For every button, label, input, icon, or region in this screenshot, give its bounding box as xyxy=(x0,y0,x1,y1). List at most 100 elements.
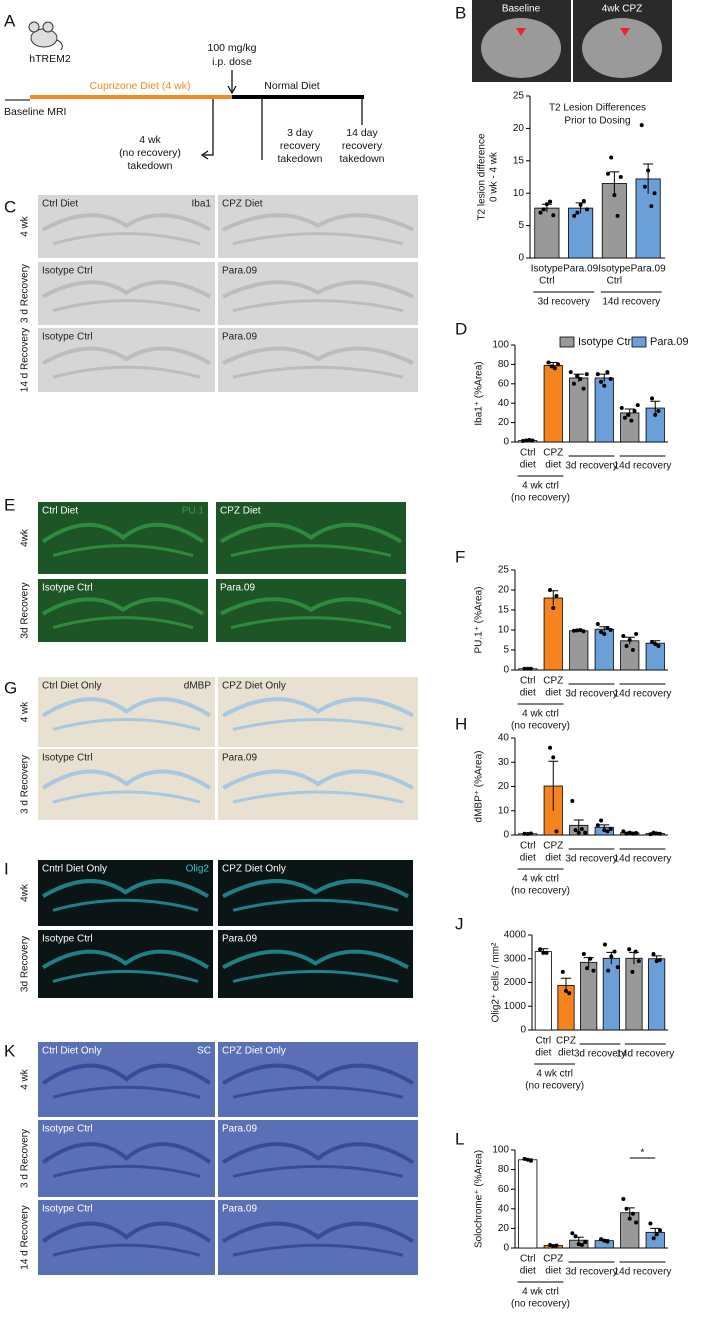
legend-label: Isotype Ctrl xyxy=(578,336,634,348)
data-point xyxy=(648,1222,652,1226)
y-tick-label: 5 xyxy=(518,220,524,231)
data-point xyxy=(629,419,633,423)
data-point xyxy=(561,970,565,974)
cell-label: Isotype Ctrl xyxy=(42,753,93,764)
data-point xyxy=(546,360,550,364)
group-label: 14d recovery xyxy=(614,1267,672,1278)
stain-label: Iba1 xyxy=(192,199,212,210)
row-label: 14 d Recovery xyxy=(20,1205,31,1269)
y-axis-label: Olig2⁺ cells / mm² xyxy=(491,942,502,1022)
data-point xyxy=(572,382,576,386)
y-tick-label: 20 xyxy=(498,781,510,792)
cell-label: Para.09 xyxy=(222,1204,257,1215)
y-tick-label: 0 xyxy=(520,1025,526,1036)
data-point xyxy=(653,413,657,417)
cell-label: Para.09 xyxy=(222,332,257,343)
y-tick-label: 15 xyxy=(498,605,510,616)
row-label: 4 wk xyxy=(20,215,31,237)
cell-label: Isotype Ctrl xyxy=(42,266,93,277)
data-point xyxy=(582,387,586,391)
data-point xyxy=(569,370,573,374)
x-tick-label: Isotype xyxy=(531,264,564,275)
takedown-label: recovery xyxy=(280,140,321,152)
takedown-label: takedown xyxy=(340,153,385,165)
baseline-label: Baseline MRI xyxy=(4,106,66,118)
legend-swatch xyxy=(560,337,574,347)
x-tick-label: Ctrl xyxy=(536,1036,552,1047)
data-point xyxy=(548,746,552,750)
y-axis-label: Iba1⁺ (%Area) xyxy=(474,361,485,425)
data-point xyxy=(626,413,630,417)
legend-swatch xyxy=(632,337,646,347)
data-point xyxy=(542,207,546,211)
x-tick-label: diet xyxy=(545,688,561,699)
brain xyxy=(582,18,662,78)
x-tick-label: Para.09 xyxy=(631,264,666,275)
data-point xyxy=(582,199,586,203)
row-label: 4wk xyxy=(20,528,31,547)
x-tick-label: Isotype xyxy=(598,264,631,275)
y-tick-label: 60 xyxy=(498,1184,510,1195)
group-label: (no recovery) xyxy=(511,721,570,732)
group-label: 3d recovery xyxy=(538,297,590,308)
x-tick-label: CPZ xyxy=(543,448,563,459)
y-tick-label: 10 xyxy=(498,625,510,636)
data-point xyxy=(580,1243,584,1247)
data-point xyxy=(580,827,584,831)
x-tick-label: Ctrl xyxy=(539,276,555,287)
row-label: 3 d Recovery xyxy=(20,264,31,323)
group-label: 3d recovery xyxy=(565,461,617,472)
x-tick-label: diet xyxy=(545,460,561,471)
data-point xyxy=(531,439,535,443)
x-tick-label: CPZ xyxy=(543,676,563,687)
y-tick-label: 2000 xyxy=(504,977,527,988)
data-point xyxy=(634,1221,638,1225)
group-label: (no recovery) xyxy=(525,1081,584,1092)
cell-label: Para.09 xyxy=(220,583,255,594)
takedown-label: recovery xyxy=(342,140,383,152)
data-point xyxy=(651,952,655,956)
x-tick-label: Ctrl xyxy=(520,1254,536,1265)
data-point xyxy=(551,755,555,759)
group-label: 14d recovery xyxy=(616,1049,674,1060)
y-axis-label: dMBP⁺ (%Area) xyxy=(474,751,485,823)
y-tick-label: 20 xyxy=(498,585,510,596)
row-label: 14 d Recovery xyxy=(20,328,31,392)
data-point xyxy=(609,156,613,160)
takedown-label: 3 day xyxy=(287,127,313,139)
data-point xyxy=(655,1232,659,1236)
y-tick-label: 20 xyxy=(513,123,525,134)
cell-label: CPZ Diet Only xyxy=(222,1046,286,1057)
diet-label: Cuprizone Diet (4 wk) xyxy=(90,80,191,92)
data-point xyxy=(538,211,542,215)
data-point xyxy=(585,207,589,211)
stain-label: SC xyxy=(197,1046,211,1057)
x-tick-label: Ctrl xyxy=(520,841,536,852)
y-tick-label: 3000 xyxy=(504,953,527,964)
data-point xyxy=(631,648,635,652)
y-tick-label: 10 xyxy=(498,805,510,816)
group-label: (no recovery) xyxy=(511,886,570,897)
data-point xyxy=(596,622,600,626)
data-point xyxy=(548,588,552,592)
data-point xyxy=(627,947,631,951)
cell-label: Ctrl Diet xyxy=(42,506,78,517)
data-point xyxy=(649,204,653,208)
group-label: 4 wk ctrl xyxy=(522,874,559,885)
mouse-label: hTREM2 xyxy=(29,53,71,65)
data-point xyxy=(603,943,607,947)
y-tick-label: 15 xyxy=(513,155,525,166)
row-label: 3d Recovery xyxy=(20,936,31,992)
data-point xyxy=(585,966,589,970)
y-tick-label: 1000 xyxy=(504,1001,527,1012)
stain-label: Olig2 xyxy=(186,864,210,875)
panel-letter: J xyxy=(455,914,464,933)
data-point xyxy=(575,211,579,215)
y-tick-label: 10 xyxy=(513,188,525,199)
group-label: 4 wk ctrl xyxy=(522,709,559,720)
panel-letter: G xyxy=(4,678,17,697)
group-label: 3d recovery xyxy=(565,689,617,700)
panel-letter: F xyxy=(455,547,465,566)
y-tick-label: 40 xyxy=(498,398,510,409)
panel-letter: K xyxy=(4,1041,16,1060)
